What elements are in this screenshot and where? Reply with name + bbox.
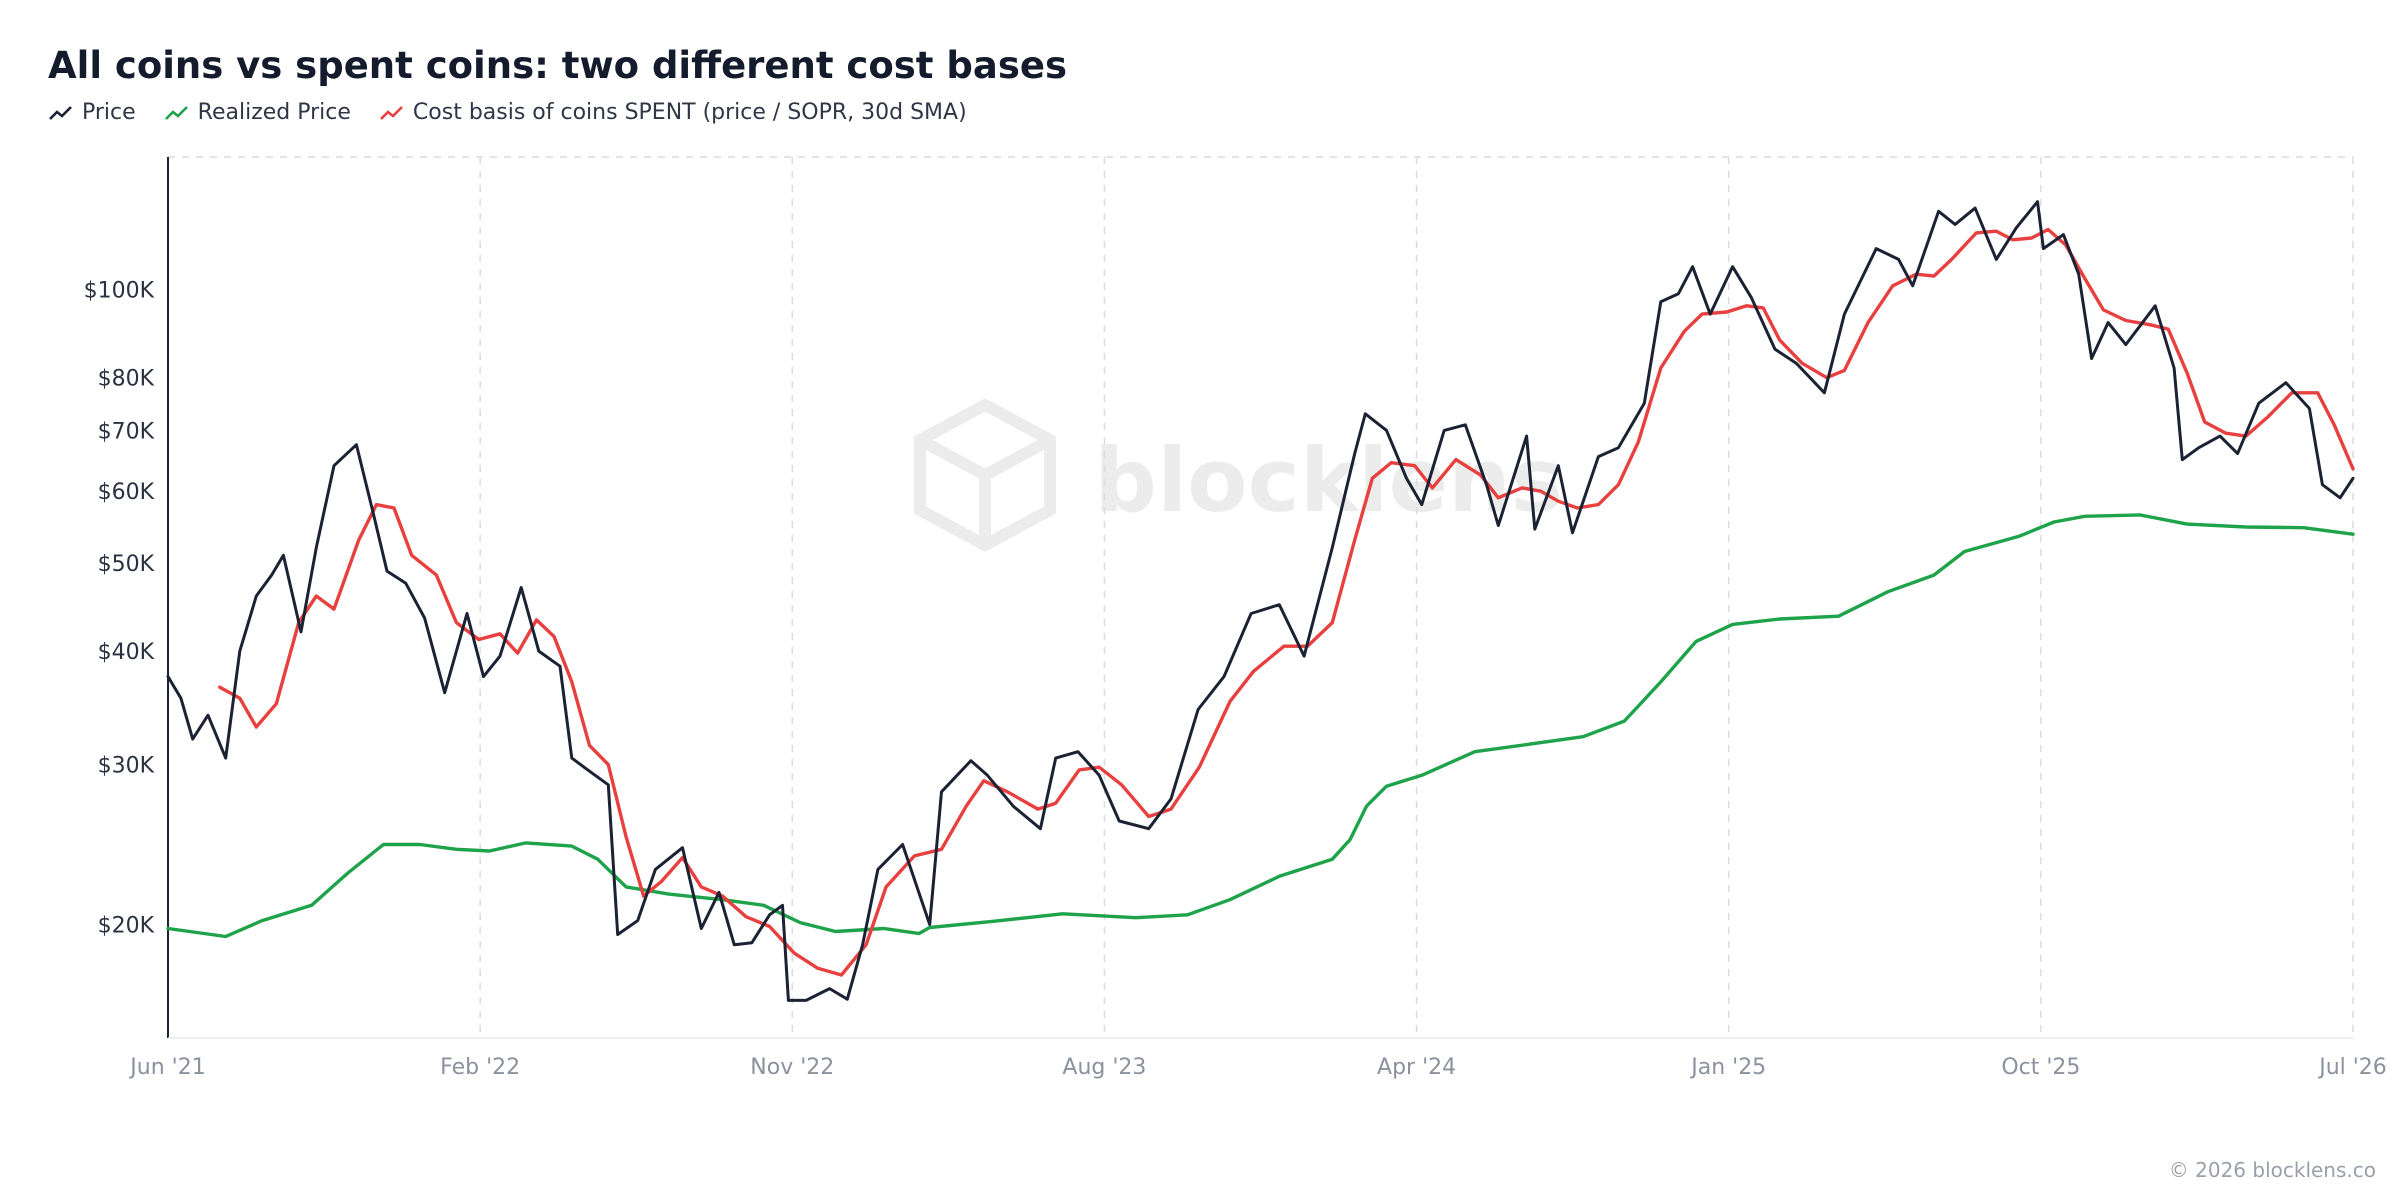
legend-swatch-price xyxy=(49,105,72,120)
chart-legend: Price Realized Price Cost basis of coins… xyxy=(48,100,967,125)
y-tick-label: $100K xyxy=(84,279,155,304)
legend-item-realized-price[interactable]: Realized Price xyxy=(164,100,351,125)
y-tick-label: $40K xyxy=(98,640,155,665)
y-tick-label: $20K xyxy=(98,914,155,939)
series-line-realized-price xyxy=(166,513,2355,939)
y-tick-label: $30K xyxy=(98,754,155,779)
line-chart-icon xyxy=(380,105,403,120)
x-tick-label: Jun '21 xyxy=(128,1055,205,1080)
chart-title: All coins vs spent coins: two different … xyxy=(48,44,1067,87)
legend-item-price[interactable]: Price xyxy=(48,100,136,125)
series-line-price xyxy=(166,200,2355,1002)
y-tick-label: $70K xyxy=(98,419,155,444)
x-tick-label: Feb '22 xyxy=(440,1055,520,1080)
x-tick-label: Oct '25 xyxy=(2001,1055,2080,1080)
series-line-cost-basis-of-coins-spent-price-sopr-30d-sma xyxy=(218,227,2355,977)
legend-label-price: Price xyxy=(82,100,136,125)
axis-layer xyxy=(167,157,2353,1039)
x-tick-label: Nov '22 xyxy=(750,1055,834,1080)
legend-swatch-spent xyxy=(380,105,403,120)
x-tick-label: Jul '26 xyxy=(2317,1055,2387,1080)
tick-label-layer: Jun '21 Feb '22 Nov '22 Aug '23 Apr '24 Jan '… xyxy=(84,279,2387,1080)
legend-label-spent-cost-basis: Cost basis of coins SPENT (price / SOPR,… xyxy=(412,100,967,125)
footer-copyright: © 2026 blocklens.co xyxy=(2168,1158,2376,1182)
line-chart-icon xyxy=(49,105,72,120)
y-tick-label: $60K xyxy=(98,480,155,505)
line-chart-icon xyxy=(164,105,188,120)
y-tick-label: $80K xyxy=(98,367,155,392)
x-tick-label: Jan '25 xyxy=(1689,1055,1766,1080)
legend-label-realized-price: Realized Price xyxy=(197,100,351,125)
legend-item-spent-cost-basis[interactable]: Cost basis of coins SPENT (price / SOPR,… xyxy=(379,100,967,125)
series-layer xyxy=(166,200,2355,1002)
y-tick-label: $50K xyxy=(98,552,155,577)
grid-layer xyxy=(168,156,2354,1038)
legend-swatch-realized xyxy=(164,105,188,120)
x-tick-label: Aug '23 xyxy=(1062,1055,1146,1080)
x-tick-label: Apr '24 xyxy=(1377,1055,1456,1080)
